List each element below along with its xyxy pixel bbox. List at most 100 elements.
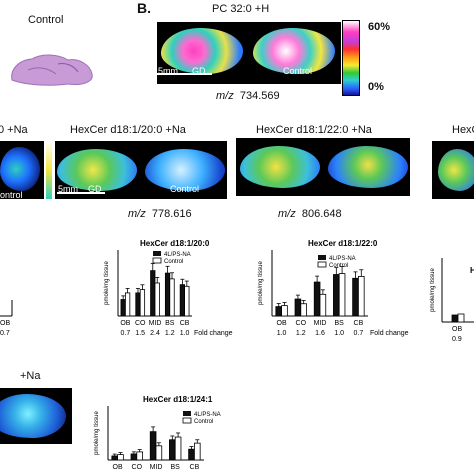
bar-4l-ps-na	[188, 448, 195, 461]
top-control-label: Control	[283, 66, 313, 76]
bottom-left-title: +Na	[20, 370, 41, 382]
bar-control	[117, 454, 124, 461]
bar-control	[174, 436, 182, 461]
bar-4l-ps-na	[313, 281, 321, 317]
fold-change-label: Fold change	[194, 330, 233, 337]
mid-left-title: 0 +Na	[0, 124, 28, 136]
fold-change-value: 1.0	[180, 330, 190, 337]
panel-b-letter: B.	[137, 0, 151, 16]
legend-label-control: Control	[164, 259, 183, 265]
mid-mz2: m/z 806.648	[278, 208, 342, 220]
hexcer-22-ion-image	[236, 138, 410, 196]
partial-right-fold: 0.9	[452, 336, 462, 343]
bar-control	[193, 442, 201, 461]
legend-swatch-4l	[183, 411, 191, 416]
bar-4l-ps-na	[111, 455, 118, 461]
pc32-ion-image	[157, 22, 341, 84]
legend-label-4l: 4L/PS-NA	[194, 412, 221, 418]
legend-label-control: Control	[329, 263, 348, 269]
fold-change-value: 1.6	[315, 330, 325, 337]
partial-left-tick: OB	[0, 320, 10, 327]
legend-swatch-control	[152, 257, 162, 264]
bar-control	[139, 289, 146, 317]
mid-scale-bar	[57, 192, 105, 194]
fold-change-value: 1.2	[296, 330, 306, 337]
x-tick-label: BS	[335, 320, 345, 327]
mid-left-control-label: ontrol	[0, 190, 23, 200]
mid-mz2-value: 806.648	[301, 208, 342, 220]
top-gd-label: GD	[192, 66, 206, 76]
x-tick-label: BS	[171, 464, 181, 471]
top-scale-bar	[157, 73, 212, 75]
bar-control	[300, 303, 307, 317]
mid-control-label: Control	[170, 184, 200, 194]
bar-4l-ps-na	[275, 306, 282, 317]
fold-change-value: 2.4	[150, 330, 160, 337]
fold-change-value: 1.2	[165, 330, 175, 337]
bar-control	[169, 278, 175, 317]
bar-control	[338, 273, 346, 317]
control-label: Control	[28, 14, 64, 26]
bar-control	[136, 451, 143, 461]
x-tick-label: CO	[135, 320, 146, 327]
bar-4l-ps-na	[179, 284, 186, 317]
x-tick-label: MID	[314, 320, 327, 327]
bar-control	[184, 285, 190, 317]
bar-4l-ps-na	[130, 453, 138, 461]
top-image-title: PC 32:0 +H	[212, 3, 270, 15]
legend-swatch-4l	[153, 251, 161, 256]
legend-swatch-control	[182, 417, 192, 424]
bar-control	[319, 293, 327, 317]
mid-mz2-prefix: m/z	[278, 208, 296, 220]
x-tick-label: MID	[150, 464, 163, 471]
chart-title: HexCer d18:1/24:1	[143, 395, 213, 404]
x-tick-label: OB	[277, 320, 287, 327]
x-tick-label: BS	[165, 320, 175, 327]
mid-scale-text: 5mm	[58, 184, 78, 194]
partial-right-bar-control	[457, 313, 465, 323]
partial-right-tick: OB	[452, 326, 462, 333]
top-mz-prefix: m/z	[216, 90, 234, 102]
bar-4l-ps-na	[352, 277, 359, 317]
top-scale-text: 5mm	[158, 66, 178, 76]
bar-control	[154, 282, 160, 317]
fold-change-value: 1.0	[277, 330, 287, 337]
legend-swatch-4l	[318, 255, 326, 260]
partial-right-y-label: pmole/mg tissue	[430, 267, 436, 311]
mid-c2-title: HexCer d18:1/22:0 +Na	[256, 124, 372, 136]
mid-c1-title: HexCer d18:1/20:0 +Na	[70, 124, 186, 136]
bar-4l-ps-na	[169, 439, 176, 461]
partial-right-title: H	[470, 266, 474, 275]
fold-change-label: Fold change	[370, 330, 409, 337]
bar-control	[155, 445, 163, 461]
mid-mz1-value: 778.616	[151, 208, 192, 220]
bar-4l-ps-na	[164, 272, 171, 317]
legend-label-4l: 4L/PS-NA	[164, 252, 191, 258]
fold-change-value: 1.5	[135, 330, 145, 337]
bar-4l-ps-na	[294, 298, 302, 317]
bar-4l-ps-na	[333, 274, 340, 317]
fold-change-value: 0.7	[354, 330, 364, 337]
hexcer-20-ion-image	[55, 141, 227, 199]
x-tick-label: CO	[132, 464, 143, 471]
mid-mz1: m/z 778.616	[128, 208, 192, 220]
bar-control	[357, 275, 365, 317]
x-tick-label: MID	[149, 320, 162, 327]
legend-swatch-control	[317, 261, 327, 268]
mid-right-title: HexC	[452, 124, 474, 136]
y-axis-label: pmole/mg tissue	[258, 260, 264, 304]
bar-4l-ps-na	[120, 299, 126, 317]
mid-left-ion-image	[0, 141, 44, 199]
x-tick-label: CB	[190, 464, 200, 471]
mid-gd-label: GD	[88, 184, 102, 194]
mid-right-ion-image	[432, 141, 474, 199]
colorbar-max: 60%	[368, 21, 391, 33]
bar-control	[125, 292, 131, 317]
chart-title: HexCer d18:1/20:0	[140, 239, 210, 248]
legend-label-control: Control	[194, 419, 213, 425]
x-tick-label: CB	[354, 320, 364, 327]
x-tick-label: CB	[180, 320, 190, 327]
x-tick-label: OB	[120, 320, 130, 327]
mid-left-colorbar	[46, 141, 52, 199]
